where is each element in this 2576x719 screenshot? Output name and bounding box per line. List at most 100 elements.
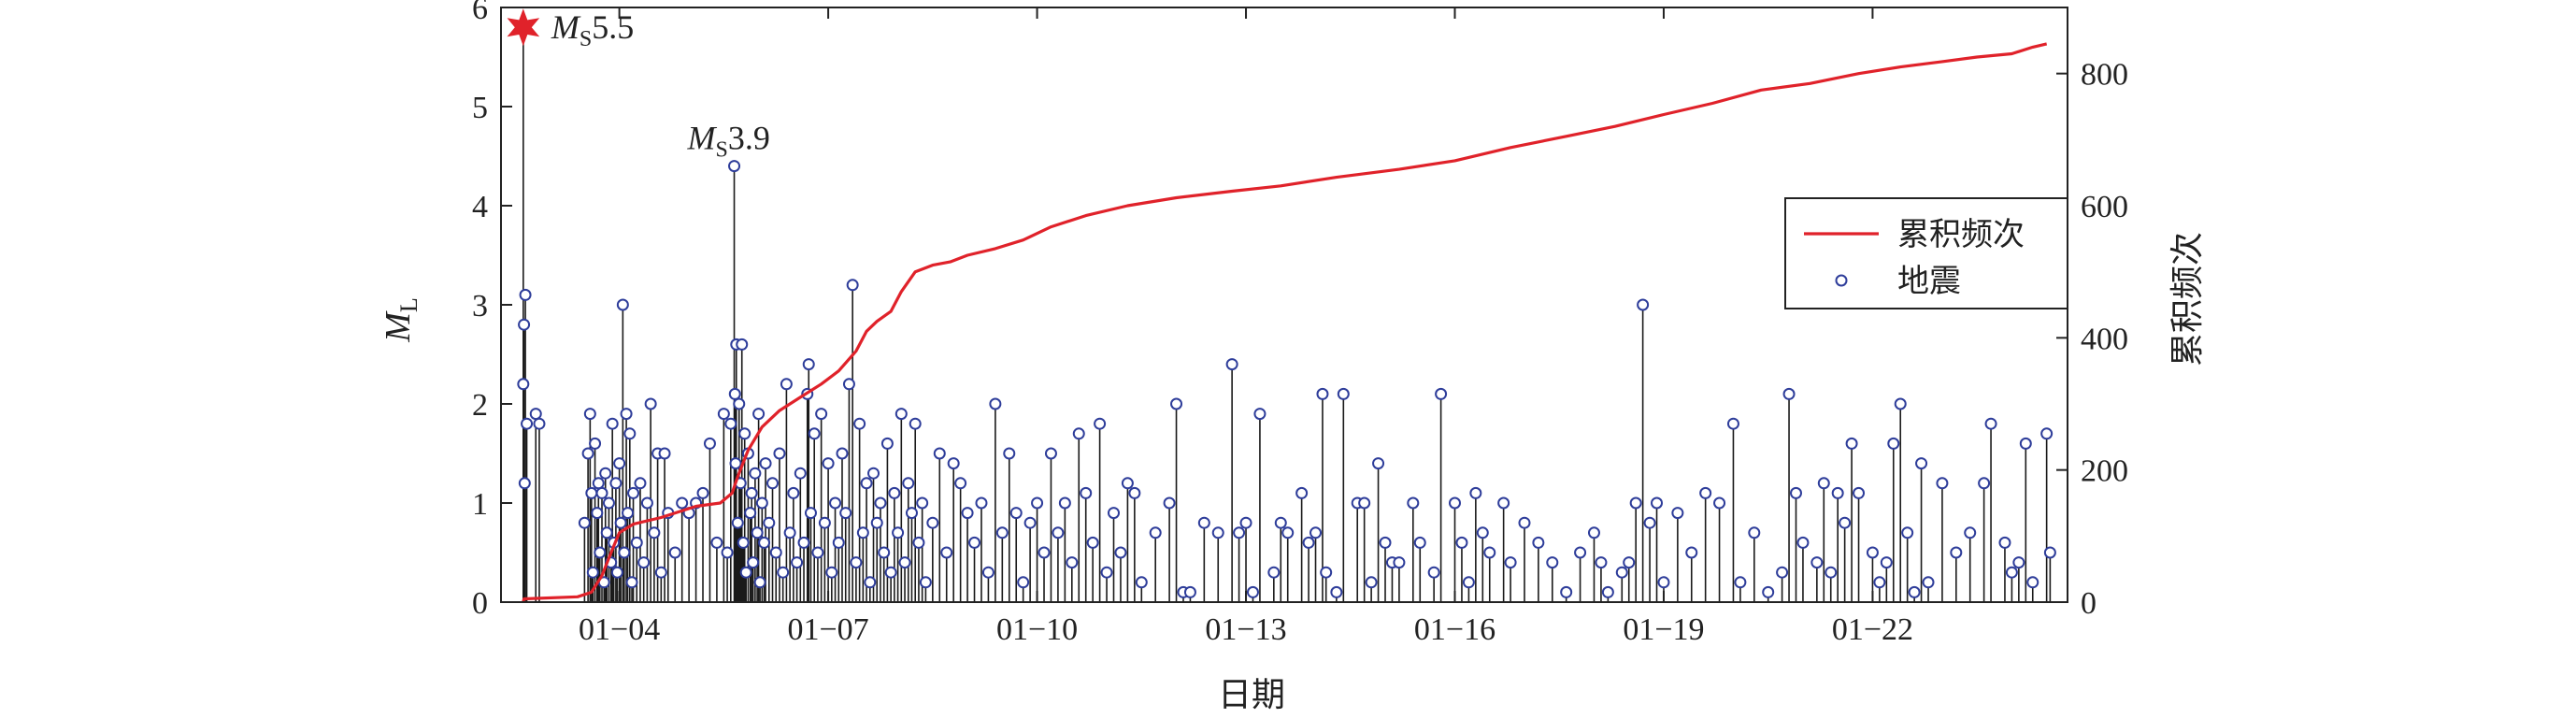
- quake-marker: [1532, 536, 1545, 549]
- quake-marker: [1637, 298, 1650, 311]
- y-tick-label: 3: [472, 289, 488, 324]
- quake-marker: [961, 507, 974, 520]
- quake-marker: [815, 408, 828, 421]
- quake-marker: [808, 427, 821, 440]
- quake-marker: [1560, 585, 1573, 598]
- quake-marker: [755, 496, 768, 510]
- y2-tick-label: 0: [2081, 586, 2097, 621]
- quake-marker: [581, 447, 594, 460]
- quake-marker: [1135, 576, 1148, 589]
- quake-marker: [1685, 546, 1698, 559]
- quake-marker: [1017, 576, 1030, 589]
- y2-tick-label: 600: [2081, 190, 2128, 224]
- quake-marker: [1998, 536, 2011, 549]
- y2-tick-label: 200: [2081, 454, 2128, 489]
- quake-marker: [898, 556, 911, 569]
- quake-marker: [975, 496, 988, 510]
- x-tick-label: 01−13: [1205, 612, 1286, 647]
- quake-marker: [1108, 507, 1121, 520]
- quake-marker: [1197, 516, 1210, 529]
- x-tick-label: 01−22: [1832, 612, 1913, 647]
- quake-marker: [696, 486, 709, 499]
- quake-marker: [710, 536, 723, 549]
- quake-marker: [728, 160, 741, 173]
- quake-marker: [1094, 417, 1107, 430]
- y2-tick-label: 400: [2081, 322, 2128, 356]
- quake-marker: [1978, 477, 1991, 490]
- quake-marker: [1100, 566, 1113, 579]
- quake-marker: [780, 378, 793, 391]
- quake-marker: [586, 566, 599, 579]
- quake-marker: [729, 457, 742, 470]
- quake-marker: [1574, 546, 1587, 559]
- quake-marker: [1023, 516, 1037, 529]
- quake-marker: [791, 556, 804, 569]
- quake-marker: [592, 477, 605, 490]
- quake-marker: [738, 427, 751, 440]
- quake-marker: [832, 536, 845, 549]
- quake-marker: [721, 546, 734, 559]
- quake-marker: [933, 447, 946, 460]
- quake-marker: [736, 338, 749, 351]
- quake-marker: [912, 536, 925, 549]
- quake-marker: [1149, 526, 1162, 539]
- quake-marker: [787, 486, 800, 499]
- quake-marker: [1183, 585, 1196, 598]
- legend-marker-swatch: [1835, 274, 1848, 287]
- quake-marker: [606, 417, 619, 430]
- quake-marker: [797, 536, 810, 549]
- quake-marker: [1587, 526, 1600, 539]
- quake-marker: [783, 526, 796, 539]
- quake-marker: [1365, 576, 1378, 589]
- quake-marker: [1407, 496, 1420, 510]
- annotation-value: 5.5: [592, 8, 634, 46]
- quake-marker: [2043, 546, 2056, 559]
- quake-marker: [703, 437, 716, 450]
- quake-marker: [763, 516, 776, 529]
- quake-marker: [1233, 526, 1246, 539]
- quake-marker: [1128, 486, 1141, 499]
- quake-marker: [640, 496, 653, 510]
- quake-marker: [518, 318, 531, 331]
- quake-marker: [521, 417, 534, 430]
- quake-marker: [595, 486, 608, 499]
- quake-marker: [2005, 566, 2018, 579]
- quake-marker: [1058, 496, 1071, 510]
- quake-marker: [1302, 536, 1315, 549]
- quake-marker: [1379, 536, 1392, 549]
- quake-marker: [1873, 576, 1886, 589]
- quake-marker: [773, 447, 786, 460]
- quake-marker: [1483, 546, 1496, 559]
- quake-marker: [777, 566, 790, 579]
- cumulative-line-layer: [522, 42, 2048, 603]
- quake-marker: [874, 496, 887, 510]
- annotation-sub: S: [716, 138, 728, 163]
- quake-marker: [856, 526, 869, 539]
- quake-marker: [769, 546, 782, 559]
- annotation-sub: S: [580, 27, 592, 51]
- quake-marker: [758, 536, 771, 549]
- legend-line-label: 累积频次: [1897, 217, 2025, 252]
- quake-marker: [744, 507, 757, 520]
- y-tick-label: 2: [472, 388, 488, 423]
- quake-marker: [902, 477, 915, 490]
- quake-marker: [637, 556, 651, 569]
- legend-box: [1784, 197, 2068, 309]
- quake-marker: [1358, 496, 1371, 510]
- quake-marker: [1114, 546, 1127, 559]
- quake-marker: [1831, 486, 1844, 499]
- quake-marker: [1393, 556, 1406, 569]
- y-tick-label: 6: [472, 0, 488, 26]
- mainshock-star: [507, 8, 540, 47]
- quake-marker: [654, 566, 667, 579]
- quake-marker: [766, 477, 780, 490]
- quake-marker: [892, 526, 905, 539]
- quake-marker: [749, 467, 762, 480]
- quake-marker: [1497, 496, 1510, 510]
- x-tick-label: 01−07: [788, 612, 869, 647]
- quake-marker: [759, 457, 772, 470]
- quake-marker: [583, 408, 596, 421]
